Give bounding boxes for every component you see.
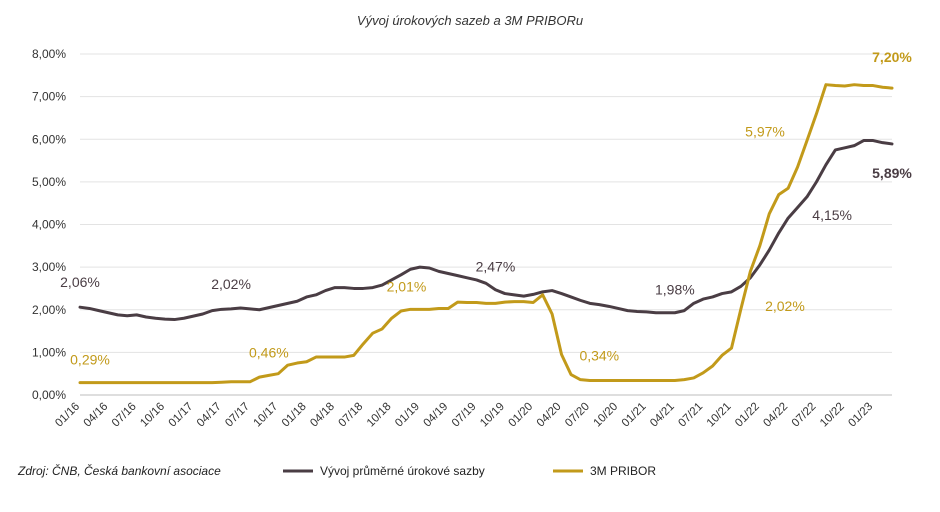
- x-axis: 01/16 04/16 07/16 10/16 01/17 04/17 07/17 10/17…: [53, 401, 875, 430]
- x-tick-label: 07/20: [563, 401, 592, 430]
- x-tick-label: 04/18: [308, 401, 337, 430]
- x-tick-label: 04/17: [195, 401, 224, 430]
- y-tick-label: 2,00%: [32, 303, 66, 317]
- x-tick-label: 07/17: [223, 401, 252, 430]
- x-tick-label: 04/21: [648, 401, 677, 430]
- grid-lines: [80, 53, 892, 396]
- y-tick-label: 0,00%: [32, 388, 66, 402]
- x-tick-label: 10/22: [818, 401, 847, 430]
- data-label: 2,02%: [765, 298, 805, 314]
- data-label: 1,98%: [655, 282, 695, 298]
- legend-label-pribor: 3M PRIBOR: [590, 464, 656, 478]
- data-label: 2,02%: [211, 276, 251, 292]
- data-label: 4,15%: [812, 207, 852, 223]
- chart-title: Vývoj úrokových sazeb a 3M PRIBORu: [357, 13, 583, 28]
- y-tick-label: 1,00%: [32, 345, 66, 359]
- x-tick-label: 04/22: [761, 401, 790, 430]
- x-tick-label: 01/23: [846, 401, 875, 430]
- x-tick-label: 01/16: [53, 401, 82, 430]
- y-tick-label: 4,00%: [32, 218, 66, 232]
- x-tick-label: 07/22: [790, 401, 819, 430]
- data-label: 7,20%: [872, 49, 912, 65]
- legend-label-average-rate: Vývoj průměrné úrokové sazby: [320, 464, 485, 478]
- y-axis: 0,00% 1,00% 2,00% 3,00% 4,00% 5,00% 6,00% 7,00%…: [32, 47, 66, 402]
- x-tick-label: 01/18: [280, 401, 309, 430]
- x-tick-label: 07/16: [110, 401, 139, 430]
- x-tick-label: 07/18: [337, 401, 366, 430]
- x-tick-label: 10/19: [478, 401, 507, 430]
- data-label: 0,34%: [579, 348, 619, 364]
- data-label: 2,01%: [387, 278, 427, 294]
- x-tick-label: 10/18: [365, 401, 394, 430]
- chart-footer: Zdroj: ČNB, Česká bankovní asociace Vývo…: [17, 463, 656, 478]
- x-tick-label: 04/16: [82, 401, 111, 430]
- x-tick-label: 04/19: [422, 401, 451, 430]
- series-line-average-rate: [78, 139, 894, 322]
- x-tick-label: 10/17: [252, 401, 281, 430]
- series-lines: [78, 83, 894, 385]
- source-note: Zdroj: ČNB, Česká bankovní asociace: [17, 463, 221, 478]
- data-label: 5,97%: [745, 124, 785, 140]
- data-label: 5,89%: [872, 165, 912, 181]
- data-labels: 2,06% 2,02% 2,47% 1,98% 4,15% 5,89% 0,29% 0,46%…: [60, 49, 912, 368]
- data-label: 2,06%: [60, 274, 100, 290]
- y-tick-label: 8,00%: [32, 47, 66, 61]
- x-tick-label: 01/17: [167, 401, 196, 430]
- data-label: 2,47%: [476, 259, 516, 275]
- x-tick-label: 01/20: [506, 401, 535, 430]
- data-label: 0,46%: [249, 344, 289, 360]
- series-line-pribor: [78, 83, 894, 385]
- x-tick-label: 10/16: [138, 401, 167, 430]
- x-tick-label: 10/20: [591, 401, 620, 430]
- x-tick-label: 01/19: [393, 401, 422, 430]
- x-tick-label: 01/21: [620, 401, 649, 430]
- y-tick-label: 7,00%: [32, 90, 66, 104]
- data-label: 0,29%: [70, 352, 110, 368]
- x-tick-label: 10/21: [705, 401, 734, 430]
- x-tick-label: 07/21: [676, 401, 705, 430]
- x-tick-label: 07/19: [450, 401, 479, 430]
- x-tick-label: 01/22: [733, 401, 762, 430]
- y-tick-label: 6,00%: [32, 132, 66, 146]
- y-tick-label: 3,00%: [32, 260, 66, 274]
- x-tick-label: 04/20: [535, 401, 564, 430]
- y-tick-label: 5,00%: [32, 175, 66, 189]
